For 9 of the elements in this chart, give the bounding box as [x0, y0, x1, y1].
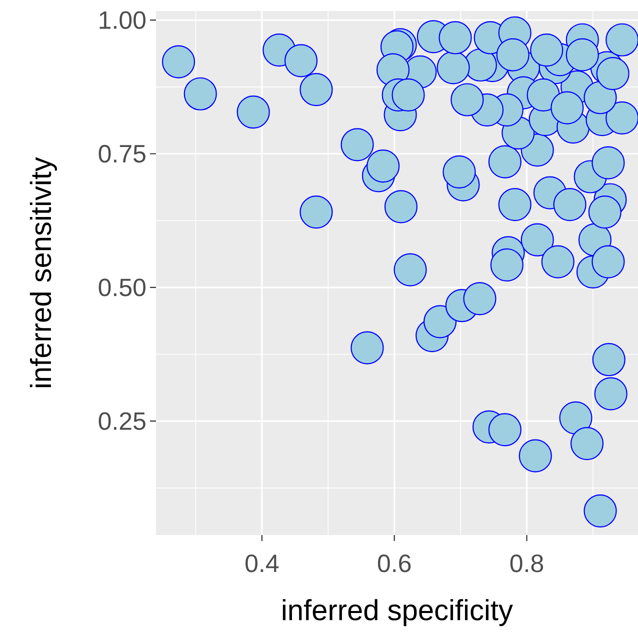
y-tick-label: 0.25: [98, 412, 146, 430]
y-tick-label: 1.00: [100, 11, 146, 29]
x-axis-title: inferred specificity: [282, 599, 513, 626]
x-tick-label: 0.4: [246, 554, 279, 572]
y-tick-label: 0.75: [98, 144, 146, 163]
y-axis-title: inferred sensitivity: [30, 157, 57, 388]
x-tick-label: 0.8: [510, 554, 544, 572]
y-tick-label: 0.50: [98, 278, 146, 296]
x-tick-label: 0.6: [378, 554, 411, 572]
